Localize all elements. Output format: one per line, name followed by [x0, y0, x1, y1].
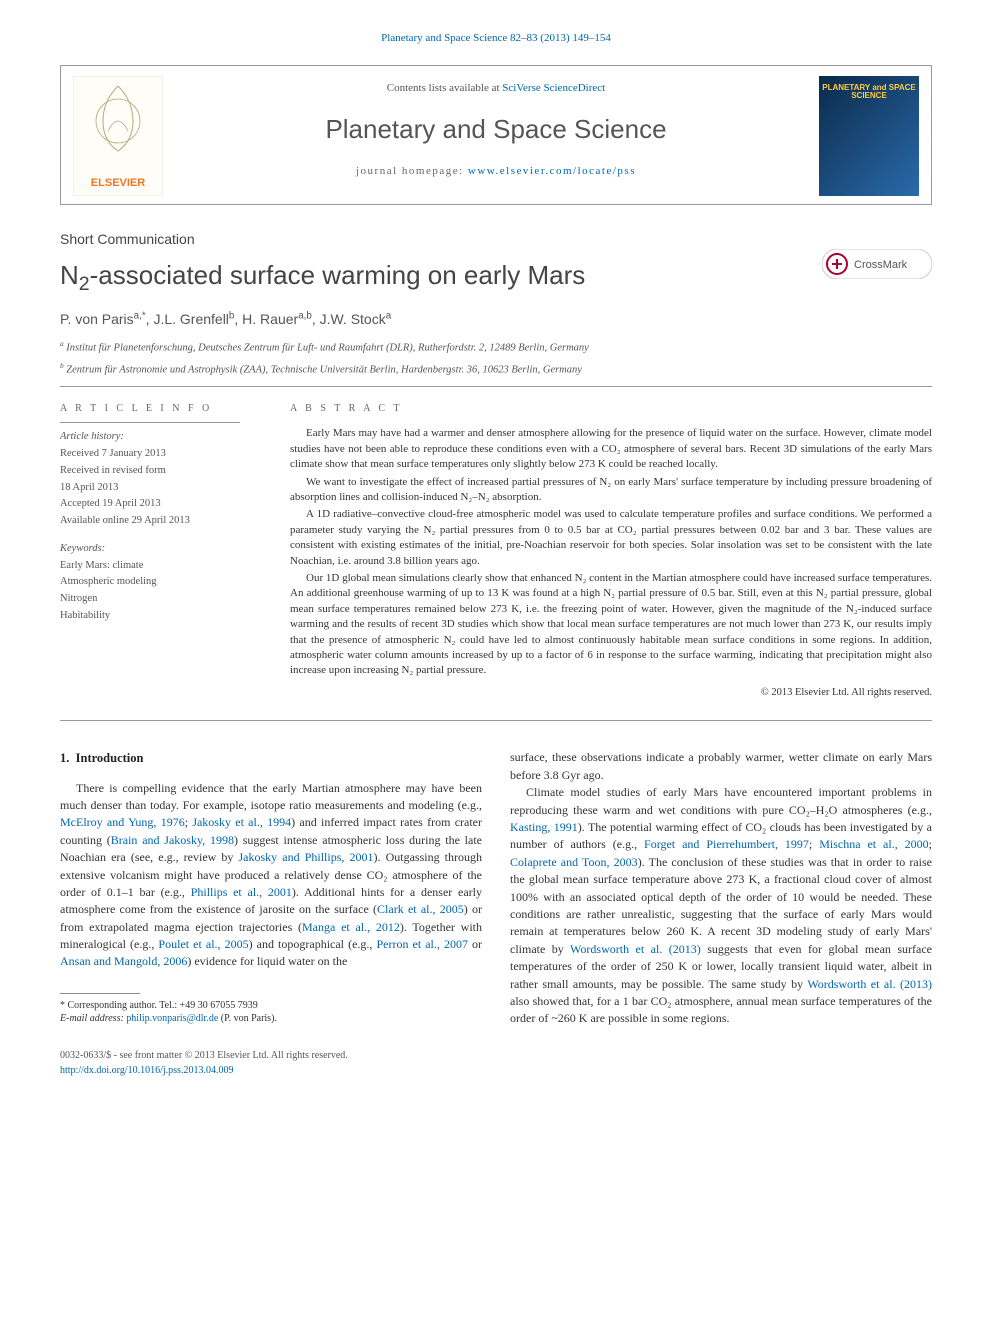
- journal-header-box: ELSEVIER PLANETARY and SPACE SCIENCE Con…: [60, 65, 932, 205]
- history-item: Available online 29 April 2013: [60, 513, 260, 529]
- top-citation-link[interactable]: Planetary and Space Science 82–83 (2013)…: [381, 32, 611, 44]
- history-item: Received 7 January 2013: [60, 446, 260, 462]
- section-heading: 1. Introduction: [60, 749, 482, 767]
- author: J.W. Stocka: [320, 311, 392, 327]
- body-paragraph: There is compelling evidence that the ea…: [60, 780, 482, 971]
- abstract-paragraph: Our 1D global mean simulations clearly s…: [290, 571, 932, 679]
- authors-line: P. von Parisa,*, J.L. Grenfellb, H. Raue…: [60, 309, 932, 330]
- sciencedirect-link[interactable]: SciVerse ScienceDirect: [502, 82, 605, 94]
- abstract-copyright: © 2013 Elsevier Ltd. All rights reserved…: [290, 685, 932, 701]
- footer-issn: 0032-0633/$ - see front matter © 2013 El…: [60, 1048, 932, 1063]
- keywords-label: Keywords:: [60, 541, 260, 557]
- abstract-paragraph: A 1D radiative–convective cloud-free atm…: [290, 507, 932, 569]
- journal-cover-thumbnail: PLANETARY and SPACE SCIENCE: [819, 76, 919, 196]
- abstract-label: A B S T R A C T: [290, 401, 932, 416]
- author: P. von Parisa,*: [60, 311, 146, 327]
- elsevier-label: ELSEVIER: [91, 177, 145, 189]
- divider: [60, 720, 932, 721]
- footnote-divider: [60, 993, 140, 994]
- journal-homepage: journal homepage: www.elsevier.com/locat…: [195, 163, 797, 180]
- crossmark-badge[interactable]: CrossMark: [822, 249, 932, 285]
- footer-doi-link[interactable]: http://dx.doi.org/10.1016/j.pss.2013.04.…: [60, 1065, 233, 1076]
- divider: [60, 422, 240, 423]
- article-info-block: A R T I C L E I N F O Article history: R…: [60, 401, 260, 700]
- corresponding-author-note: * Corresponding author. Tel.: +49 30 670…: [60, 999, 482, 1026]
- corresponding-email-link[interactable]: philip.vonparis@dlr.de: [126, 1013, 218, 1024]
- contents-list-line: Contents lists available at SciVerse Sci…: [195, 80, 797, 97]
- keyword: Nitrogen: [60, 591, 260, 607]
- history-item: 18 April 2013: [60, 480, 260, 496]
- article-info-label: A R T I C L E I N F O: [60, 401, 260, 416]
- article-type: Short Communication: [60, 229, 932, 250]
- article-title: N2-associated surface warming on early M…: [60, 256, 932, 299]
- abstract-block: A B S T R A C T Early Mars may have had …: [290, 401, 932, 700]
- author: H. Rauera,b: [242, 311, 312, 327]
- history-item: Received in revised form: [60, 463, 260, 479]
- elsevier-logo: ELSEVIER: [73, 76, 163, 196]
- author: J.L. Grenfellb: [153, 311, 234, 327]
- body-paragraph: surface, these observations indicate a p…: [510, 749, 932, 784]
- affiliation: a Institut für Planetenforschung, Deutsc…: [60, 338, 932, 356]
- journal-cover-text: PLANETARY and SPACE SCIENCE: [819, 84, 919, 102]
- divider: [60, 386, 932, 387]
- keyword: Habitability: [60, 608, 260, 624]
- journal-name: Planetary and Space Science: [195, 110, 797, 149]
- keyword: Atmospheric modeling: [60, 574, 260, 590]
- journal-homepage-link[interactable]: www.elsevier.com/locate/pss: [468, 165, 636, 177]
- history-item: Accepted 19 April 2013: [60, 496, 260, 512]
- abstract-paragraph: We want to investigate the effect of inc…: [290, 475, 932, 506]
- keyword: Early Mars: climate: [60, 558, 260, 574]
- abstract-paragraph: Early Mars may have had a warmer and den…: [290, 426, 932, 472]
- body-paragraph: Climate model studies of early Mars have…: [510, 784, 932, 1027]
- top-citation: Planetary and Space Science 82–83 (2013)…: [60, 30, 932, 47]
- history-label: Article history:: [60, 429, 260, 445]
- body-text: 1. Introduction There is compelling evid…: [60, 749, 932, 1027]
- footer-ids: 0032-0633/$ - see front matter © 2013 El…: [60, 1048, 932, 1078]
- affiliation: b Zentrum für Astronomie und Astrophysik…: [60, 360, 932, 378]
- svg-text:CrossMark: CrossMark: [854, 259, 908, 271]
